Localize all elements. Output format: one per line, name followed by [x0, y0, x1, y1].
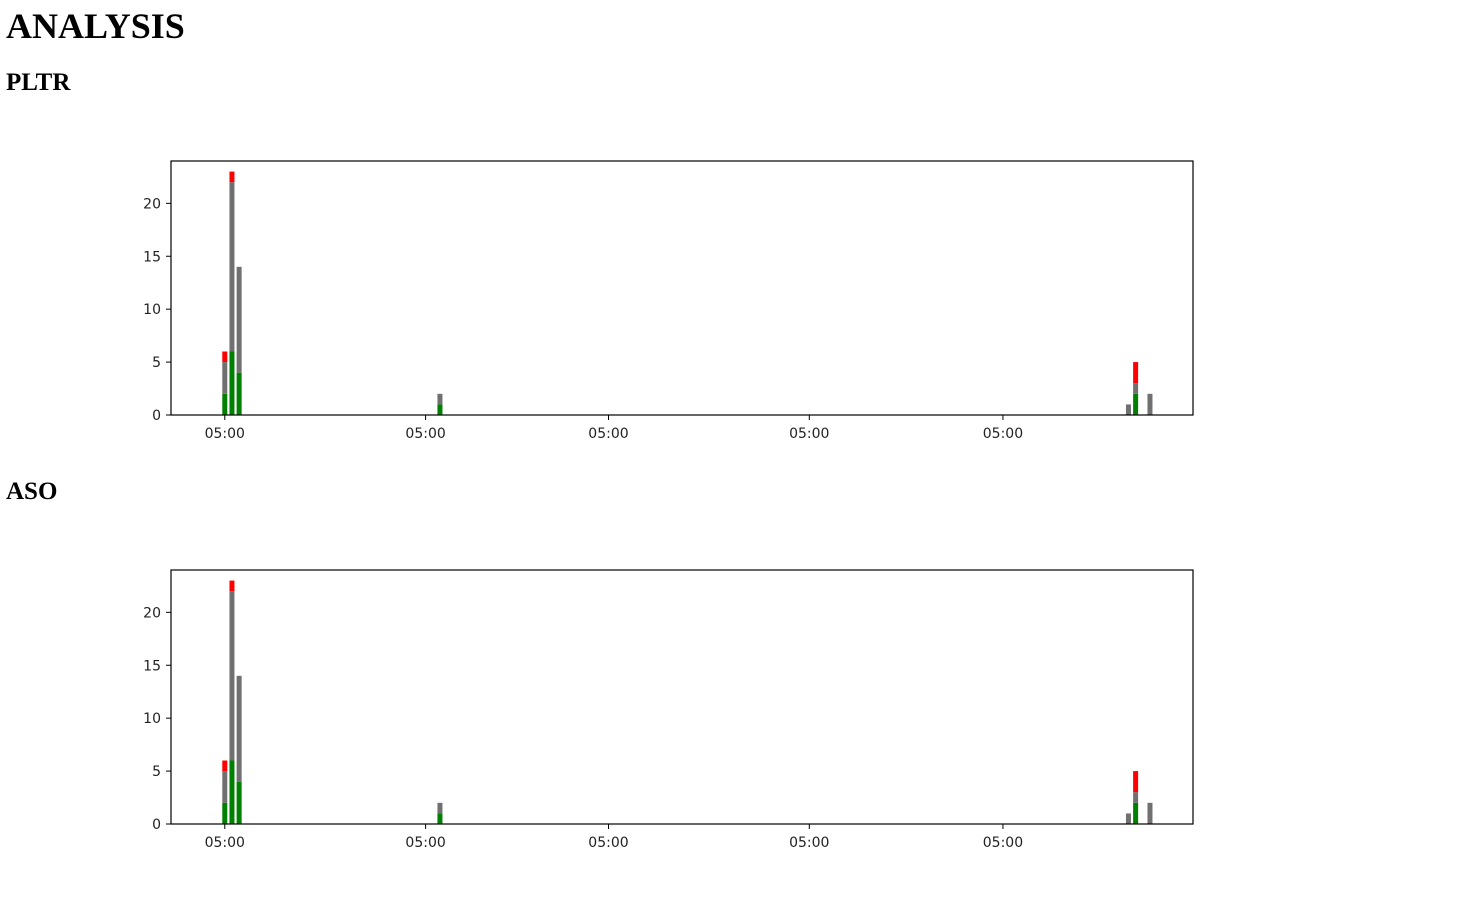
- bar-segment: [222, 802, 228, 824]
- bar-segment: [437, 404, 443, 415]
- bar-segment: [229, 171, 235, 183]
- bar-segment: [222, 393, 228, 415]
- y-tick-label: 10: [143, 302, 161, 318]
- y-tick-label: 0: [152, 408, 161, 424]
- y-tick-label: 0: [152, 817, 161, 833]
- bar-segment: [1133, 393, 1139, 415]
- x-tick-label: 05:00: [405, 426, 445, 440]
- x-tick-label: 05:00: [405, 835, 445, 849]
- bar-segment: [1133, 792, 1139, 803]
- y-tick-label: 15: [143, 249, 161, 265]
- x-tick-label: 05:00: [789, 426, 829, 440]
- chart-title-aso: ASO: [6, 478, 58, 505]
- bar-segment: [1133, 362, 1139, 384]
- x-tick-label: 05:00: [205, 426, 245, 440]
- plot-frame: [170, 569, 1194, 825]
- bar-segment: [229, 760, 235, 824]
- bar-segment: [222, 760, 228, 772]
- y-tick-label: 10: [143, 711, 161, 727]
- bar-segment: [1125, 813, 1131, 824]
- y-tick-label: 20: [143, 605, 161, 621]
- bar-segment: [1147, 802, 1153, 824]
- bar-segment: [1133, 383, 1139, 394]
- y-tick-label: 15: [143, 658, 161, 674]
- bar-segment: [1125, 404, 1131, 415]
- x-tick-label: 05:00: [789, 835, 829, 849]
- y-tick-label: 5: [152, 355, 161, 371]
- x-tick-label: 05:00: [588, 426, 628, 440]
- bar-segment: [1133, 802, 1139, 824]
- bar-segment: [437, 393, 443, 405]
- bar-segment: [1147, 393, 1153, 415]
- bar-segment: [222, 362, 228, 394]
- bar-segment: [236, 372, 242, 415]
- bar-segment: [229, 182, 235, 352]
- bar-segment: [437, 813, 443, 824]
- plot-frame: [170, 160, 1194, 416]
- bar-segment: [236, 781, 242, 824]
- x-tick-label: 05:00: [983, 835, 1023, 849]
- bar-segment: [229, 351, 235, 415]
- pltr-bar-chart: 0 5 10 15 20 05:00 05:00 05:00 05:00 05:00: [143, 160, 1194, 440]
- bar-segment: [236, 266, 242, 373]
- x-tick-label: 05:00: [205, 835, 245, 849]
- bar-segment: [1133, 771, 1139, 793]
- bar-segment: [229, 591, 235, 761]
- bar-segment: [222, 771, 228, 803]
- x-tick-label: 05:00: [983, 426, 1023, 440]
- bar-segment: [437, 802, 443, 814]
- chart-title-pltr: PLTR: [6, 69, 71, 96]
- y-tick-label: 5: [152, 764, 161, 780]
- page-title: ANALYSIS: [6, 6, 185, 46]
- bar-segment: [236, 675, 242, 782]
- x-tick-label: 05:00: [588, 835, 628, 849]
- bar-segment: [229, 580, 235, 592]
- aso-bar-chart: 0 5 10 15 20 05:00 05:00 05:00 05:00 05:00: [143, 569, 1194, 849]
- y-tick-label: 20: [143, 196, 161, 212]
- bar-segment: [222, 351, 228, 363]
